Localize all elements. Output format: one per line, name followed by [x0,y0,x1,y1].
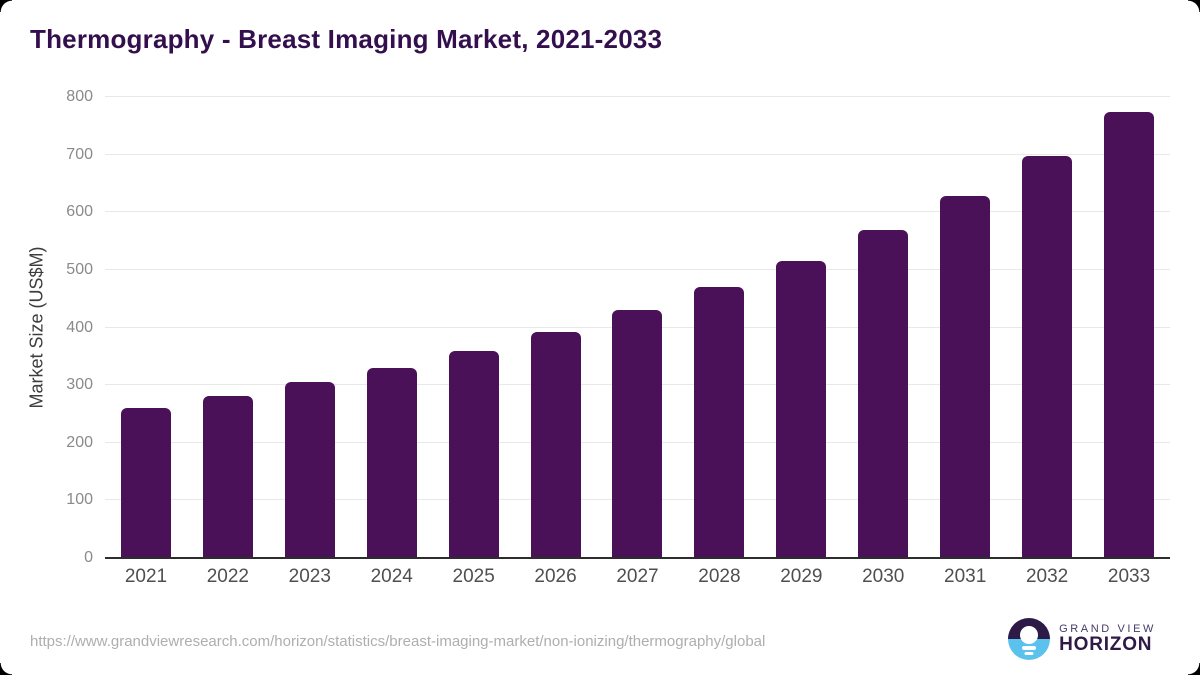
bar-2026[interactable] [530,331,581,558]
x-tick-label-2022: 2022 [206,566,250,587]
x-tick-label-2027: 2027 [616,566,659,587]
sun-reflection-bar [1024,651,1034,655]
bar-2028[interactable] [694,287,745,558]
bar-series [105,97,1170,558]
x-tick-label-2033: 2033 [1107,566,1151,587]
x-tick-label-2032: 2032 [1025,566,1069,587]
bar-2030[interactable] [858,229,909,558]
bar-2029[interactable] [776,260,827,558]
bar-slot-2032 [1006,97,1088,558]
y-tick-label-600: 600 [66,203,93,221]
x-tick-label-2028: 2028 [698,566,741,587]
bar-slot-2030 [842,97,924,558]
window-rounded-corner [0,663,12,675]
bar-slot-2028 [678,97,760,558]
x-tick-label-2021: 2021 [124,566,168,587]
bar-slot-2025 [433,97,515,558]
gridline-800 [105,96,1170,97]
bar-slot-2026 [515,97,597,558]
y-tick-label-100: 100 [66,491,93,509]
bar-2022[interactable] [202,395,253,558]
bar-2031[interactable] [940,196,991,558]
window-rounded-corner [0,0,12,12]
bar-2033[interactable] [1104,111,1155,558]
bar-slot-2022 [187,97,269,558]
y-tick-label-0: 0 [84,549,93,566]
x-axis-tick-labels: 2021 2022 2023 2024 2025 2026 2027 2028 2029 2030… [105,566,1170,588]
x-tick-label-2030: 2030 [862,566,905,587]
y-tick-label-300: 300 [66,376,93,394]
source-url: https://www.grandviewresearch.com/horizo… [30,633,766,650]
bar-slot-2023 [269,97,351,558]
bar-2032[interactable] [1022,156,1073,558]
x-axis-line [105,557,1170,559]
horizon-sun-logo-icon [1008,618,1051,660]
y-axis-title: Market Size (US$M) [26,246,47,409]
bar-slot-2031 [924,97,1006,558]
y-tick-label-700: 700 [66,145,93,163]
gridline-500 [105,268,1170,270]
chart-title: Thermography - Breast Imaging Market, 20… [30,24,663,54]
x-tick-label-2029: 2029 [780,566,823,587]
y-tick-label-400: 400 [66,318,93,336]
x-tick-label-2024: 2024 [370,566,413,587]
bar-2027[interactable] [612,310,663,558]
window-rounded-corner [1188,0,1200,12]
bar-slot-2027 [597,97,679,558]
sun-shape [1020,626,1039,644]
logo-wordmark: GRAND VIEW HORIZON [1059,623,1156,656]
x-tick-label-2031: 2031 [944,566,987,587]
gridline-700 [105,153,1170,155]
bar-slot-2021 [105,97,187,558]
grand-view-horizon-logo[interactable]: GRAND VIEW HORIZON [1008,618,1156,660]
bar-2023[interactable] [284,382,335,558]
bar-2021[interactable] [120,408,171,558]
y-tick-label-200: 200 [66,433,93,451]
window-rounded-corner [1188,663,1200,675]
bar-slot-2033 [1088,97,1170,558]
x-tick-label-2026: 2026 [534,566,577,587]
bar-2025[interactable] [448,350,499,558]
plot-area: 0 100 200 300 400 500 600 700 800 [66,88,1170,566]
y-axis-title-area: Market Size (US$M) [20,97,54,558]
x-tick-label-2025: 2025 [452,566,495,587]
x-tick-label-2023: 2023 [288,566,331,587]
bar-slot-2029 [760,97,842,558]
sun-reflection-bar [1022,646,1037,650]
bar-slot-2024 [351,97,433,558]
y-tick-label-500: 500 [66,260,93,278]
logo-product-line: HORIZON [1059,633,1153,655]
logo-brand-line: GRAND VIEW [1059,622,1156,635]
gridline-600 [105,211,1170,213]
y-tick-label-800: 800 [66,88,93,105]
bar-2024[interactable] [366,367,417,558]
